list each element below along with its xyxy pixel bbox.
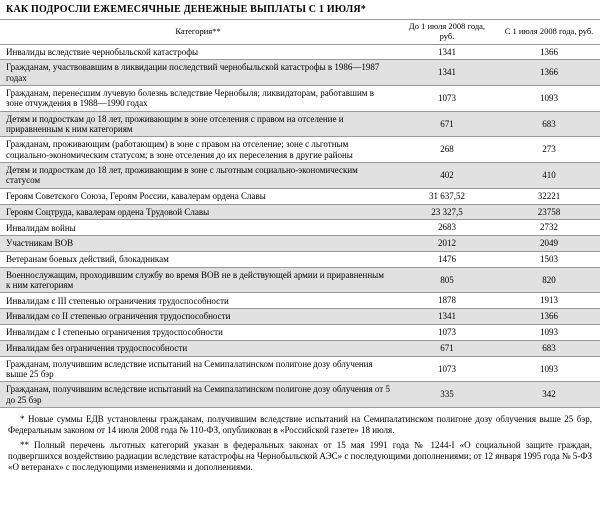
cell-after: 1093 [498,356,600,382]
cell-category: Инвалидам со II степенью ограничения тру… [0,309,396,325]
cell-category: Инвалидам без ограничения трудоспособнос… [0,340,396,356]
cell-category: Участникам ВОВ [0,236,396,252]
footnote-2: ** Полный перечень льготных категорий ук… [8,440,592,474]
cell-category: Гражданам, получившим вследствие испытан… [0,382,396,408]
cell-after: 2049 [498,236,600,252]
table-row: Гражданам, перенесшим лучевую болезнь вс… [0,86,600,112]
cell-after: 1366 [498,309,600,325]
cell-after: 683 [498,111,600,137]
footnotes: * Новые суммы ЕДВ установлены гражданам,… [0,408,600,480]
cell-before: 805 [396,267,498,293]
table-row: Гражданам, проживающим (работающим) в зо… [0,137,600,163]
cell-after: 1503 [498,251,600,267]
cell-after: 32221 [498,188,600,204]
table-row: Детям и подросткам до 18 лет, проживающи… [0,163,600,189]
cell-category: Инвалидам с III степенью ограничения тру… [0,293,396,309]
cell-before: 1341 [396,44,498,60]
cell-before: 268 [396,137,498,163]
cell-category: Военнослужащим, проходившим службу во вр… [0,267,396,293]
cell-before: 671 [396,340,498,356]
cell-before: 23 327,5 [396,204,498,220]
table-row: Инвалидам войны26832732 [0,220,600,236]
cell-category: Детям и подросткам до 18 лет, проживающи… [0,163,396,189]
cell-category: Инвалидам с I степенью ограничения трудо… [0,325,396,341]
cell-before: 1476 [396,251,498,267]
cell-category: Гражданам, перенесшим лучевую болезнь вс… [0,86,396,112]
table-row: Гражданам, участвовавшим в ликвидации по… [0,60,600,86]
cell-before: 1073 [396,86,498,112]
cell-after: 273 [498,137,600,163]
table-row: Инвалидам с I степенью ограничения трудо… [0,325,600,341]
table-row: Инвалидам без ограничения трудоспособнос… [0,340,600,356]
table-header-row: Категория** До 1 июля 2008 года, руб. С … [0,20,600,45]
cell-before: 402 [396,163,498,189]
table-row: Участникам ВОВ20122049 [0,236,600,252]
cell-before: 2683 [396,220,498,236]
table-row: Ветеранам боевых действий, блокадникам14… [0,251,600,267]
cell-category: Героям Советского Союза, Героям России, … [0,188,396,204]
cell-after: 410 [498,163,600,189]
cell-after: 820 [498,267,600,293]
cell-after: 683 [498,340,600,356]
cell-category: Героям Соцтруда, кавалерам ордена Трудов… [0,204,396,220]
col-before: До 1 июля 2008 года, руб. [396,20,498,45]
cell-before: 1073 [396,325,498,341]
table-row: Инвалиды вследствие чернобыльской катаст… [0,44,600,60]
col-after: С 1 июля 2008 года, руб. [498,20,600,45]
table-row: Героям Советского Союза, Героям России, … [0,188,600,204]
cell-after: 342 [498,382,600,408]
cell-after: 1913 [498,293,600,309]
table-row: Инвалидам с III степенью ограничения тру… [0,293,600,309]
footnote-1: * Новые суммы ЕДВ установлены гражданам,… [8,414,592,437]
cell-before: 1073 [396,356,498,382]
cell-after: 1093 [498,325,600,341]
cell-before: 1341 [396,309,498,325]
cell-after: 23758 [498,204,600,220]
payments-table: Категория** До 1 июля 2008 года, руб. С … [0,19,600,408]
page-title: КАК ПОДРОСЛИ ЕЖЕМЕСЯЧНЫЕ ДЕНЕЖНЫЕ ВЫПЛАТ… [0,0,600,19]
cell-category: Гражданам, участвовавшим в ликвидации по… [0,60,396,86]
cell-before: 335 [396,382,498,408]
table-row: Инвалидам со II степенью ограничения тру… [0,309,600,325]
cell-category: Гражданам, проживающим (работающим) в зо… [0,137,396,163]
table-row: Гражданам, получившим вследствие испытан… [0,356,600,382]
cell-before: 2012 [396,236,498,252]
cell-category: Гражданам, получившим вследствие испытан… [0,356,396,382]
cell-after: 2732 [498,220,600,236]
cell-before: 31 637,52 [396,188,498,204]
cell-category: Ветеранам боевых действий, блокадникам [0,251,396,267]
cell-category: Детям и подросткам до 18 лет, проживающи… [0,111,396,137]
table-row: Военнослужащим, проходившим службу во вр… [0,267,600,293]
col-category: Категория** [0,20,396,45]
table-row: Детям и подросткам до 18 лет, проживающи… [0,111,600,137]
cell-category: Инвалиды вследствие чернобыльской катаст… [0,44,396,60]
cell-after: 1093 [498,86,600,112]
table-row: Гражданам, получившим вследствие испытан… [0,382,600,408]
cell-before: 1341 [396,60,498,86]
table-row: Героям Соцтруда, кавалерам ордена Трудов… [0,204,600,220]
cell-category: Инвалидам войны [0,220,396,236]
cell-after: 1366 [498,44,600,60]
cell-before: 1878 [396,293,498,309]
cell-before: 671 [396,111,498,137]
cell-after: 1366 [498,60,600,86]
